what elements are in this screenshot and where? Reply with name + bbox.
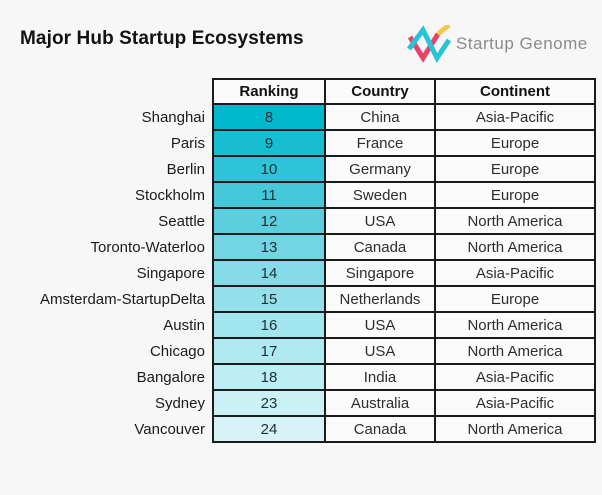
table-row: Bangalore 18 India Asia-Pacific bbox=[0, 363, 596, 391]
table-row: Berlin 10 Germany Europe bbox=[0, 155, 596, 183]
row-label-city: Singapore bbox=[136, 264, 205, 282]
cell-country: Sweden bbox=[324, 181, 436, 209]
cell-country: Canada bbox=[324, 233, 436, 261]
cell-country: USA bbox=[324, 207, 436, 235]
row-label-city: Vancouver bbox=[134, 420, 205, 438]
table-row: Amsterdam-StartupDelta 15 Netherlands Europ… bbox=[0, 285, 596, 313]
cell-country: Australia bbox=[324, 389, 436, 417]
cell-ranking: 10 bbox=[212, 155, 326, 183]
row-label-city: Paris bbox=[170, 134, 205, 152]
row-label-city: Austin bbox=[163, 316, 205, 334]
cell-continent: Europe bbox=[434, 285, 596, 313]
column-header-continent: Continent bbox=[434, 78, 596, 105]
startup-genome-logo: Startup Genome bbox=[407, 25, 588, 63]
row-label-city: Toronto-Waterloo bbox=[90, 238, 206, 256]
row-label-city: Amsterdam-StartupDelta bbox=[39, 290, 205, 308]
cell-country: Netherlands bbox=[324, 285, 436, 313]
cell-ranking: 16 bbox=[212, 311, 326, 339]
cell-ranking: 8 bbox=[212, 103, 326, 131]
table-row: Austin 16 USA North America bbox=[0, 311, 596, 339]
cell-continent: Asia-Pacific bbox=[434, 259, 596, 287]
cell-continent: North America bbox=[434, 415, 596, 443]
header-row: Ranking Country Continent bbox=[0, 78, 596, 105]
cell-country: USA bbox=[324, 311, 436, 339]
cell-continent: Europe bbox=[434, 129, 596, 157]
row-label-city: Stockholm bbox=[134, 186, 205, 204]
cell-country: Canada bbox=[324, 415, 436, 443]
ecosystems-table: Ranking Country Continent Shanghai 8 China… bbox=[0, 78, 596, 443]
table-row: Chicago 17 USA North America bbox=[0, 337, 596, 365]
cell-country: Singapore bbox=[324, 259, 436, 287]
row-label-city: Shanghai bbox=[141, 108, 205, 126]
table-row: Sydney 23 Australia Asia-Pacific bbox=[0, 389, 596, 417]
row-label-city: Seattle bbox=[158, 212, 205, 230]
column-header-country: Country bbox=[324, 78, 436, 105]
startup-genome-mark-icon bbox=[407, 25, 451, 63]
table-row: Singapore 14 Singapore Asia-Pacific bbox=[0, 259, 596, 287]
row-label-city: Chicago bbox=[149, 342, 205, 360]
row-label-city: Bangalore bbox=[136, 368, 205, 386]
cell-continent: Europe bbox=[434, 155, 596, 183]
table-row: Seattle 12 USA North America bbox=[0, 207, 596, 235]
cell-ranking: 23 bbox=[212, 389, 326, 417]
row-label-city: Sydney bbox=[154, 394, 205, 412]
cell-country: Germany bbox=[324, 155, 436, 183]
cell-ranking: 9 bbox=[212, 129, 326, 157]
cell-continent: Europe bbox=[434, 181, 596, 209]
table-row: Toronto-Waterloo 13 Canada North America bbox=[0, 233, 596, 261]
table-row: Vancouver 24 Canada North America bbox=[0, 415, 596, 443]
cell-country: China bbox=[324, 103, 436, 131]
table-row: Stockholm 11 Sweden Europe bbox=[0, 181, 596, 209]
cell-ranking: 15 bbox=[212, 285, 326, 313]
cell-country: France bbox=[324, 129, 436, 157]
cell-ranking: 11 bbox=[212, 181, 326, 209]
cell-country: USA bbox=[324, 337, 436, 365]
table-row: Paris 9 France Europe bbox=[0, 129, 596, 157]
table-row: Shanghai 8 China Asia-Pacific bbox=[0, 103, 596, 131]
cell-continent: Asia-Pacific bbox=[434, 389, 596, 417]
cell-ranking: 12 bbox=[212, 207, 326, 235]
cell-continent: North America bbox=[434, 207, 596, 235]
column-header-ranking: Ranking bbox=[212, 78, 326, 105]
row-label-city: Berlin bbox=[166, 160, 205, 178]
cell-country: India bbox=[324, 363, 436, 391]
ecosystems-table-wrap: Ranking Country Continent Shanghai 8 China… bbox=[0, 78, 596, 443]
cell-continent: North America bbox=[434, 233, 596, 261]
cell-continent: Asia-Pacific bbox=[434, 363, 596, 391]
page-title: Major Hub Startup Ecosystems bbox=[20, 28, 304, 49]
cell-continent: North America bbox=[434, 337, 596, 365]
cell-continent: North America bbox=[434, 311, 596, 339]
header-corner-spacer bbox=[0, 79, 213, 104]
cell-ranking: 18 bbox=[212, 363, 326, 391]
cell-ranking: 14 bbox=[212, 259, 326, 287]
cell-ranking: 24 bbox=[212, 415, 326, 443]
startup-genome-wordmark: Startup Genome bbox=[456, 34, 588, 53]
cell-continent: Asia-Pacific bbox=[434, 103, 596, 131]
cell-ranking: 17 bbox=[212, 337, 326, 365]
cell-ranking: 13 bbox=[212, 233, 326, 261]
